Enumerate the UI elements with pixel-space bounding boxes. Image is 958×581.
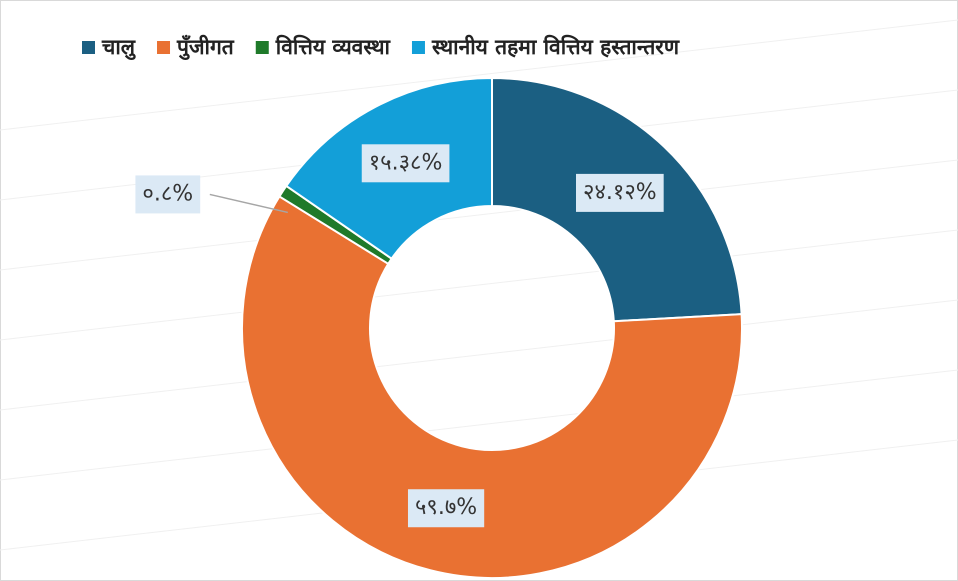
legend-label: चालु — [101, 35, 136, 61]
data-label: १५.३८% — [369, 150, 443, 175]
data-label: ५९.७% — [415, 495, 477, 520]
legend-label: स्थानीय तहमा वित्तिय हस्तान्तरण — [431, 34, 680, 59]
data-label-box — [576, 173, 664, 212]
legend-swatch — [255, 41, 269, 54]
legend: चालु पुँजीगत वित्तिय व्यवस्था स्थानीय तहमा … — [82, 34, 680, 61]
donut: २४.१२% ५९.७% ०.८% १५.३८% — [135, 76, 743, 579]
legend-swatch — [411, 41, 425, 54]
data-label-box — [407, 489, 485, 528]
legend-label: पुँजीगत — [176, 34, 235, 61]
data-label-box — [361, 144, 450, 183]
data-label-box — [135, 175, 201, 214]
legend-swatch — [157, 41, 171, 54]
leader-line — [209, 193, 288, 214]
data-label: ०.८% — [142, 181, 193, 206]
donut-slice — [241, 195, 743, 579]
data-label: २४.१२% — [583, 180, 657, 205]
legend-label: वित्तिय व्यवस्था — [275, 34, 392, 59]
legend-swatch — [82, 41, 95, 54]
